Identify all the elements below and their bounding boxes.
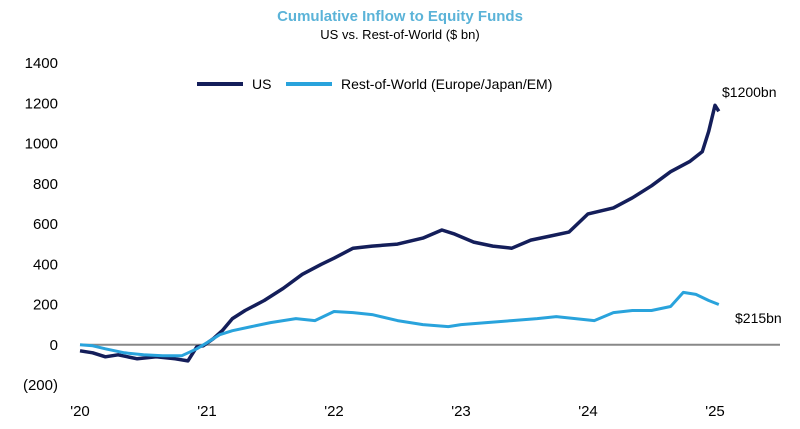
- chart-subtitle: US vs. Rest-of-World ($ bn): [320, 27, 480, 42]
- y-tick-label: (200): [23, 377, 58, 394]
- legend-us-label: US: [252, 76, 271, 92]
- y-tick-label: 200: [33, 297, 58, 314]
- y-tick-label: 1400: [25, 55, 58, 72]
- series-layer: [79, 103, 721, 363]
- us-series-line: [79, 103, 721, 363]
- y-tick-label: 400: [33, 256, 58, 273]
- x-tick-label: '25: [705, 403, 725, 420]
- x-tick-label: '22: [324, 403, 344, 420]
- row-end-label: $215bn: [735, 310, 782, 326]
- x-tick-label: '23: [451, 403, 471, 420]
- x-tick-label: '24: [578, 403, 598, 420]
- x-tick-label: '21: [197, 403, 217, 420]
- x-tick-label: '20: [70, 403, 90, 420]
- legend: US Rest-of-World (Europe/Japan/EM): [197, 76, 552, 92]
- legend-row-label: Rest-of-World (Europe/Japan/EM): [341, 76, 552, 92]
- y-tick-label: 800: [33, 176, 58, 193]
- row-series-line: [79, 290, 720, 358]
- chart-title: Cumulative Inflow to Equity Funds: [277, 8, 523, 25]
- y-tick-label: 1000: [25, 136, 58, 153]
- x-axis-ticks: '20 '21 '22 '23 '24 '25: [70, 403, 725, 420]
- y-tick-label: 600: [33, 216, 58, 233]
- y-axis-ticks: 1400 1200 1000 800 600 400 200 0 (200): [23, 55, 58, 394]
- us-end-label: $1200bn: [722, 84, 777, 100]
- y-tick-label: 1200: [25, 95, 58, 112]
- y-tick-label: 0: [50, 337, 58, 354]
